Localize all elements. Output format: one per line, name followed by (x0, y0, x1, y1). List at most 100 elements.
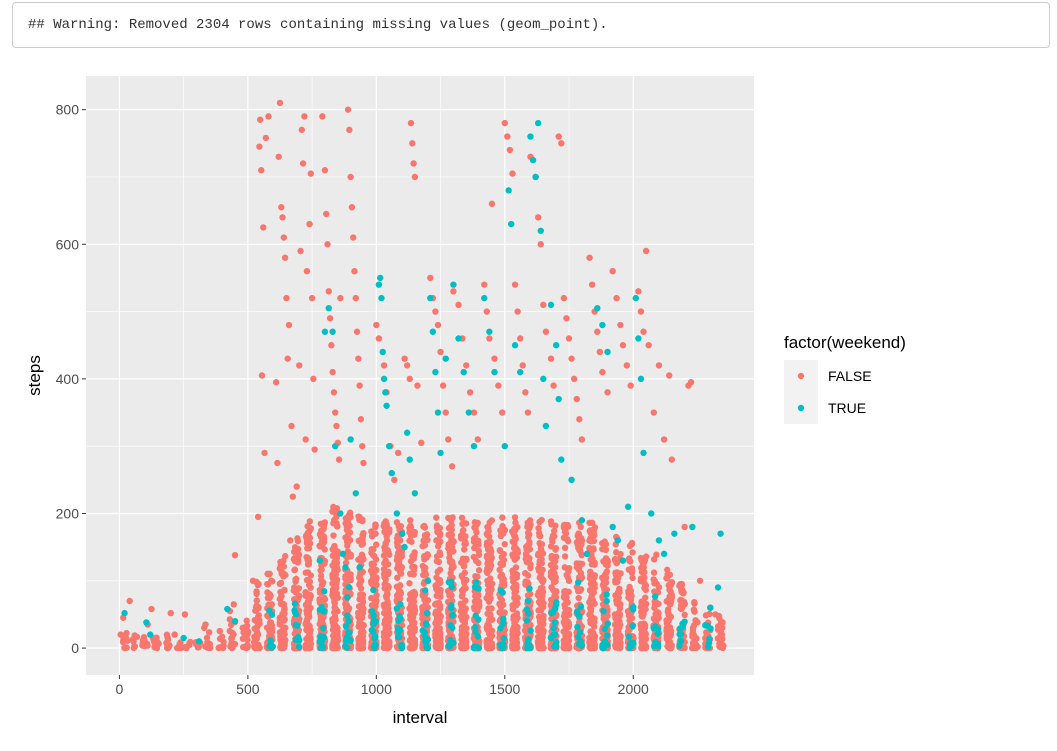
data-point-false (654, 615, 661, 623)
data-point-true (393, 605, 401, 612)
data-point-false (403, 362, 411, 369)
data-point-false (310, 375, 317, 383)
data-point-false (548, 535, 556, 543)
data-point-false (265, 571, 273, 578)
data-point-false (640, 328, 647, 335)
data-point-false (320, 538, 328, 546)
data-point-false (423, 598, 430, 605)
data-point-false (588, 281, 596, 288)
data-point-false (357, 591, 364, 598)
data-point-false (474, 436, 482, 443)
data-point-false (344, 548, 352, 555)
data-point-false (539, 550, 547, 557)
data-point-false (470, 535, 478, 542)
data-point-false (601, 571, 609, 578)
data-point-false (409, 644, 416, 651)
data-point-true (291, 600, 299, 607)
data-point-false (356, 382, 363, 389)
data-point-false (574, 563, 582, 570)
data-point-true (481, 294, 488, 302)
data-point-false (586, 544, 593, 552)
data-point-false (305, 609, 312, 617)
data-point-true (648, 510, 655, 517)
data-point-false (642, 586, 650, 594)
data-point-false (284, 355, 291, 362)
data-point-false (461, 577, 468, 585)
data-point-false (407, 524, 415, 531)
data-point-false (307, 170, 315, 177)
data-point-false (406, 580, 413, 587)
data-point-false (436, 589, 444, 596)
data-point-true (342, 564, 349, 571)
data-point-false (130, 638, 137, 645)
data-point-false (358, 629, 365, 637)
data-point-false (331, 567, 338, 574)
data-point-true (601, 625, 608, 633)
data-point-false (330, 389, 338, 396)
data-point-false (306, 596, 313, 603)
data-point-false (280, 234, 288, 241)
data-point-false (485, 605, 492, 612)
data-point-true (629, 622, 636, 630)
data-point-false (305, 528, 313, 536)
data-point-true (143, 619, 150, 626)
data-point-false (382, 547, 389, 554)
data-point-false (330, 532, 337, 539)
data-point-false (491, 355, 498, 362)
data-point-false (410, 598, 417, 605)
data-point-false (617, 321, 624, 329)
data-point-false (651, 580, 658, 587)
data-point-false (564, 521, 571, 529)
data-point-false (321, 167, 329, 174)
data-point-true (442, 355, 449, 362)
data-point-false (460, 643, 467, 651)
data-point-true (370, 586, 377, 594)
data-point-false (325, 288, 332, 295)
data-point-false (304, 614, 311, 621)
data-point-false (331, 604, 338, 611)
data-point-false (550, 579, 558, 586)
data-point-false (230, 601, 237, 608)
data-point-false (460, 563, 468, 570)
data-point-false (280, 607, 288, 614)
data-point-false (345, 512, 352, 519)
data-point-true (352, 490, 359, 497)
data-point-false (628, 592, 635, 600)
data-point-false (186, 641, 193, 649)
data-point-true (505, 187, 512, 194)
data-point-false (328, 342, 335, 349)
data-point-false (575, 594, 582, 602)
data-point-true (295, 643, 303, 651)
data-point-false (660, 436, 668, 443)
data-point-false (450, 288, 457, 295)
data-point-true (534, 119, 542, 127)
data-point-false (637, 620, 645, 628)
data-point-false (442, 409, 449, 416)
data-point-false (333, 422, 340, 430)
data-point-false (601, 546, 609, 553)
data-point-true (356, 564, 363, 571)
data-point-false (665, 627, 673, 634)
data-point-false (370, 546, 377, 553)
data-point-false (509, 627, 516, 635)
data-point-false (394, 591, 401, 599)
data-point-true (403, 429, 411, 436)
data-point-false (506, 146, 514, 154)
data-point-false (640, 610, 647, 618)
data-point-false (216, 627, 224, 635)
data-point-false (560, 294, 568, 302)
data-point-false (540, 576, 547, 584)
data-point-false (239, 624, 246, 632)
data-point-false (385, 618, 393, 625)
data-point-false (331, 593, 338, 600)
data-point-false (487, 538, 494, 546)
data-point-false (635, 288, 642, 295)
data-point-false (602, 561, 609, 568)
data-point-true (325, 304, 332, 312)
data-point-false (691, 644, 698, 651)
data-point-false (256, 620, 263, 627)
data-point-false (514, 523, 521, 531)
data-point-false (445, 436, 452, 443)
data-point-false (602, 541, 610, 548)
data-point-true (577, 640, 585, 647)
